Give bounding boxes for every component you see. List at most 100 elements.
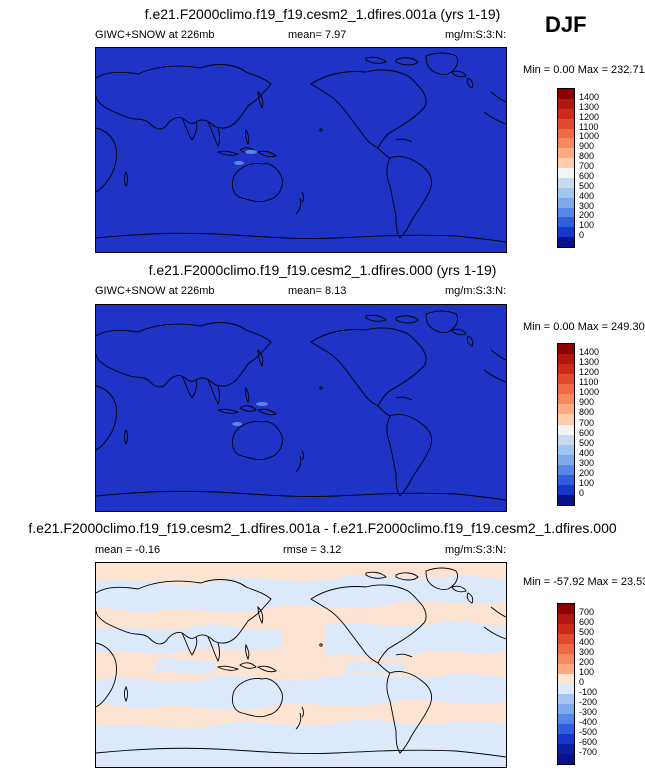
panel2-title: f.e21.F2000climo.f19_f19.cesm2_1.dfires.… xyxy=(148,262,497,278)
colorbar-tick-label: 500 xyxy=(579,180,595,191)
colorbar-swatch xyxy=(558,187,574,198)
panel1-minmax: Min = 0.00 Max = 232.71 xyxy=(523,64,645,76)
colorbar-swatch xyxy=(558,654,574,664)
panel3-colorbar xyxy=(557,603,575,765)
colorbar-swatch xyxy=(558,494,574,505)
colorbar-swatch xyxy=(558,197,574,208)
colorbar-swatch xyxy=(558,394,574,405)
colorbar-swatch xyxy=(558,604,574,614)
colorbar-swatch xyxy=(558,138,574,149)
colorbar-tick-label: 1300 xyxy=(579,357,600,368)
colorbar-swatch xyxy=(558,434,574,445)
colorbar-tick-label: 1300 xyxy=(579,101,600,112)
colorbar-swatch xyxy=(558,168,574,178)
colorbar-tick-label: 1000 xyxy=(579,131,600,142)
colorbar-tick-label: -100 xyxy=(579,687,598,697)
colorbar-swatch xyxy=(558,484,574,495)
colorbar-swatch xyxy=(558,424,574,435)
panel1-variable-label: GIWC+SNOW at 226mb xyxy=(95,29,215,41)
colorbar-swatch xyxy=(558,744,574,754)
colorbar-tick-label: 800 xyxy=(579,151,595,162)
colorbar-tick-label: 500 xyxy=(579,437,595,448)
colorbar-swatch xyxy=(558,207,574,218)
colorbar-tick-label: 700 xyxy=(579,417,595,428)
colorbar-tick-label: 200 xyxy=(579,657,595,667)
panel1-title: f.e21.F2000climo.f19_f19.cesm2_1.dfires.… xyxy=(144,6,501,22)
colorbar-tick-label: 0 xyxy=(579,487,585,498)
colorbar-swatch xyxy=(558,684,574,694)
colorbar-swatch xyxy=(558,148,574,159)
colorbar-swatch xyxy=(558,237,574,247)
colorbar-tick-label: 1200 xyxy=(579,367,600,378)
colorbar-tick-label: 200 xyxy=(579,467,595,478)
colorbar-tick-label: 600 xyxy=(579,170,595,181)
panel2-map xyxy=(95,304,507,512)
colorbar-swatch xyxy=(558,734,574,744)
colorbar-tick-label: 300 xyxy=(579,457,595,468)
colorbar-swatch xyxy=(558,98,574,109)
colorbar-swatch xyxy=(558,624,574,634)
panel3-negative-anomaly-fill xyxy=(96,575,506,767)
colorbar-swatch xyxy=(558,614,574,624)
colorbar-swatch xyxy=(558,724,574,734)
colorbar-tick-label: 600 xyxy=(579,617,595,627)
panel2-variable-label: GIWC+SNOW at 226mb xyxy=(95,285,215,297)
colorbar-tick-label: -600 xyxy=(579,737,598,747)
colorbar-tick-label: 700 xyxy=(579,607,595,617)
colorbar-swatch xyxy=(558,634,574,644)
colorbar-swatch xyxy=(558,217,574,228)
colorbar-tick-label: 400 xyxy=(579,190,595,201)
colorbar-tick-label: 800 xyxy=(579,407,595,418)
panel2-coastlines xyxy=(96,310,506,501)
colorbar-tick-label: 100 xyxy=(579,477,595,488)
colorbar-swatch xyxy=(558,364,574,375)
colorbar-swatch xyxy=(558,754,574,764)
panel2-mean-label: mean= 8.13 xyxy=(288,285,347,297)
colorbar-tick-label: -200 xyxy=(579,697,598,707)
colorbar-swatch xyxy=(558,344,574,355)
panel3-units-label: mg/m:S:3:N: xyxy=(445,544,507,556)
colorbar-tick-label: 0 xyxy=(579,230,585,241)
colorbar-swatch xyxy=(558,384,574,395)
panel2-units-label: mg/m:S:3:N: xyxy=(445,285,507,297)
colorbar-swatch xyxy=(558,89,574,99)
colorbar-swatch xyxy=(558,474,574,485)
colorbar-tick-label: -400 xyxy=(579,717,598,727)
colorbar-swatch xyxy=(558,404,574,415)
panel3-minmax: Min = -57.92 Max = 23.53 xyxy=(523,576,645,588)
colorbar-tick-label: 1100 xyxy=(579,377,599,388)
colorbar-tick-label: 0 xyxy=(579,677,585,687)
colorbar-tick-label: 1400 xyxy=(579,91,600,102)
panel1-units-label: mg/m:S:3:N: xyxy=(445,29,507,41)
colorbar-swatch xyxy=(558,158,574,168)
colorbar-swatch xyxy=(558,118,574,129)
colorbar-swatch xyxy=(558,374,574,385)
colorbar-swatch xyxy=(558,704,574,714)
colorbar-tick-label: 900 xyxy=(579,141,595,152)
colorbar-swatch xyxy=(558,644,574,654)
colorbar-tick-label: 1000 xyxy=(579,387,600,398)
colorbar-tick-label: 1400 xyxy=(579,347,600,358)
panel1-mean-label: mean= 7.97 xyxy=(288,29,347,41)
colorbar-tick-label: 100 xyxy=(579,220,595,231)
colorbar-swatch xyxy=(558,177,574,188)
colorbar-tick-label: 1100 xyxy=(579,121,599,132)
colorbar-tick-label: -500 xyxy=(579,727,598,737)
colorbar-tick-label: 400 xyxy=(579,637,595,647)
panel1-colorbar xyxy=(557,88,575,248)
colorbar-swatch xyxy=(558,664,574,674)
colorbar-swatch xyxy=(558,128,574,139)
colorbar-tick-label: 400 xyxy=(579,447,595,458)
colorbar-tick-label: 700 xyxy=(579,161,595,171)
panel2-convective-patch xyxy=(232,422,242,426)
colorbar-tick-label: 600 xyxy=(579,427,595,438)
colorbar-swatch xyxy=(558,227,574,238)
colorbar-swatch xyxy=(558,354,574,365)
season-label: DJF xyxy=(545,12,587,37)
colorbar-swatch xyxy=(558,454,574,465)
panel2-convective-patch xyxy=(256,402,268,406)
panel3-rmse-label: rmse = 3.12 xyxy=(283,544,342,556)
panel3-map xyxy=(95,562,507,768)
colorbar-swatch xyxy=(558,674,574,684)
panel3-title: f.e21.F2000climo.f19_f19.cesm2_1.dfires.… xyxy=(28,520,617,536)
